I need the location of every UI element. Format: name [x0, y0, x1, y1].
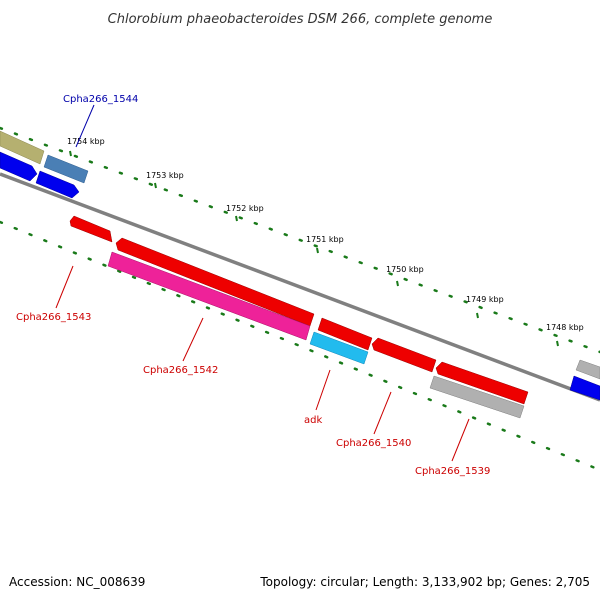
leader-line [451, 418, 470, 462]
tick-label: 1752 kbp [226, 204, 264, 213]
feature-cpha266-1540-upper[interactable] [371, 337, 437, 373]
leader-line [182, 317, 204, 362]
feature-cpha266-1542[interactable] [107, 251, 311, 341]
feature-cpha266-1542-upper[interactable] [115, 237, 315, 327]
gene-label-cpha266-1539[interactable]: Cpha266_1539 [415, 466, 490, 477]
feature-blue-left[interactable] [0, 151, 38, 182]
feature-cpha266-1539-upper[interactable] [435, 361, 529, 405]
leader-line [75, 104, 95, 148]
accession-text: Accession: NC_008639 [9, 575, 145, 589]
leader-line [315, 369, 331, 411]
tick-label: 1754 kbp [67, 137, 105, 146]
tick-label: 1748 kbp [546, 323, 584, 332]
major-tick-marks [69, 150, 559, 347]
genome-backbone [0, 172, 600, 402]
leader-line [373, 391, 392, 435]
gene-label-cpha266-1543[interactable]: Cpha266_1543 [16, 312, 91, 323]
tick-label: 1749 kbp [466, 295, 504, 304]
inner-tick-track [0, 220, 600, 472]
feature-grey-right[interactable] [575, 359, 600, 380]
feature-adk[interactable] [309, 331, 369, 365]
tick-label: 1753 kbp [146, 171, 184, 180]
feature-blue-right[interactable] [569, 375, 600, 401]
feature-blue-left-2[interactable] [35, 170, 80, 199]
gene-label-adk[interactable]: adk [304, 415, 322, 426]
genome-summary-text: Topology: circular; Length: 3,133,902 bp… [259, 575, 590, 589]
feature-cpha266-1539[interactable] [429, 375, 525, 419]
map-title: Chlorobium phaeobacteroides DSM 266, com… [108, 12, 493, 27]
leader-line [55, 265, 74, 309]
feature-olive[interactable] [0, 130, 45, 165]
gene-label-cpha266-1542[interactable]: Cpha266_1542 [143, 365, 218, 376]
gene-label-cpha266-1544[interactable]: Cpha266_1544 [63, 94, 138, 105]
tick-label: 1750 kbp [386, 265, 424, 274]
outer-tick-track [0, 126, 600, 354]
tick-label: 1751 kbp [306, 235, 344, 244]
gene-label-cpha266-1540[interactable]: Cpha266_1540 [336, 438, 411, 449]
feature-steel-cpha266-1544[interactable] [43, 154, 89, 184]
feature-adk-upper[interactable] [317, 317, 373, 351]
feature-cpha266-1543[interactable] [69, 215, 113, 243]
